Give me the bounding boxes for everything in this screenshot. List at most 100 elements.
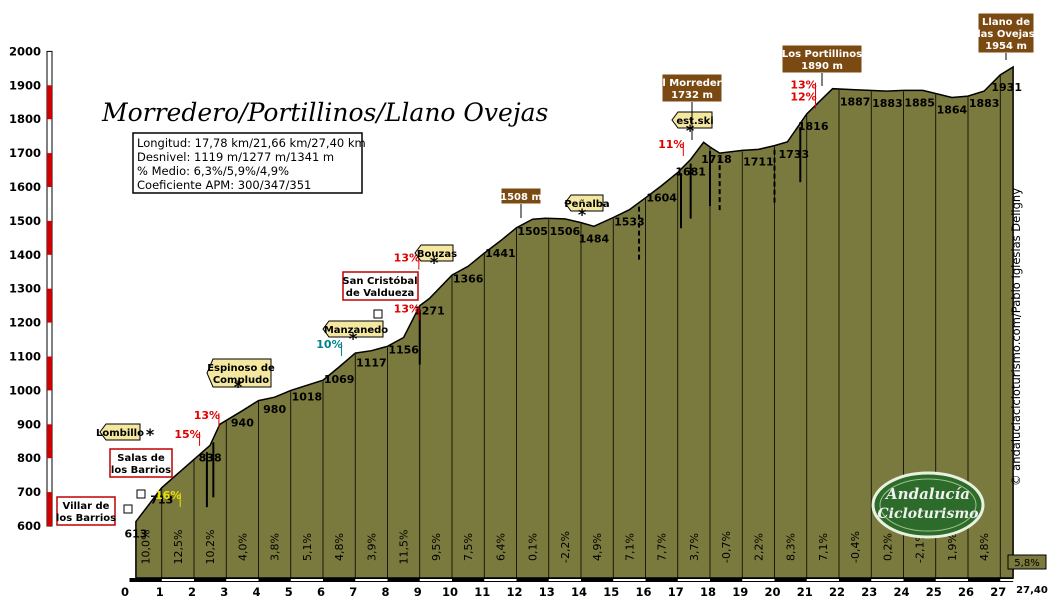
y-tick-label: 700 [17, 485, 41, 499]
x-tick-label: 8 [381, 585, 389, 599]
x-axis-band [419, 579, 452, 581]
pass-star-icon: * [430, 253, 439, 272]
y-tick-label: 1800 [9, 112, 41, 126]
x-tick-label: 27 [990, 585, 1006, 599]
altitude-label: 1117 [356, 357, 387, 370]
altitude-label: 838 [199, 451, 222, 464]
x-tick-label: 14 [571, 585, 587, 599]
ramp-labels: 16%15%13%10%13%13%11%13%12% [155, 79, 817, 507]
altitude-label: 1681 [675, 166, 706, 179]
altitude-label: 1733 [779, 148, 810, 161]
x-axis-band [1000, 579, 1033, 581]
y-tick-label: 1200 [9, 316, 41, 330]
pass-star-icon: * [234, 377, 243, 396]
logo: Andalucía Cicloturismo [871, 471, 985, 539]
altitude-label: 1931 [991, 81, 1022, 94]
logo-line-2: Cicloturismo [877, 506, 978, 522]
y-tick-label: 1100 [9, 350, 41, 364]
pass-star-icon: * [578, 205, 587, 224]
y-tick-label: 2000 [9, 44, 41, 58]
altitude-label: 940 [231, 417, 254, 430]
x-end-label: 27,40 [1016, 585, 1048, 596]
x-tick-label: 23 [861, 585, 877, 599]
y-tick-label: 1900 [9, 78, 41, 92]
segment-gradient-label: 3,7% [688, 533, 701, 561]
stats-average: % Medio: 6,3%/5,9%/4,9% [137, 164, 289, 178]
place-label: 1508 m [500, 187, 542, 218]
credit-text: © andaluciacicloturismo.com/Pablo Iglesi… [1009, 188, 1023, 486]
place-tag [322, 320, 384, 338]
place-name: Villar de [63, 501, 110, 512]
y-tick-label: 600 [17, 519, 41, 533]
x-axis-band [871, 579, 904, 581]
x-tick-label: 25 [926, 585, 942, 599]
summit-box [781, 44, 863, 74]
pass-star-icon: * [686, 121, 695, 140]
place-tag [564, 194, 604, 212]
place-name: Manzanedo [324, 325, 388, 336]
altitude-label: 1864 [937, 104, 968, 117]
altitude-label: 1156 [388, 344, 419, 357]
summit-name: Los Portillinos [782, 49, 862, 60]
x-tick-label: 6 [317, 585, 325, 599]
altitude-label: 1604 [646, 192, 677, 205]
altitude-label: 1484 [579, 232, 610, 245]
average-gradient-label: 5,8% [1014, 558, 1039, 569]
segment-gradient-label: 4,8% [978, 533, 991, 561]
x-tick-label: 22 [829, 585, 845, 599]
x-axis-band [226, 579, 259, 581]
segment-gradient-label: 2,2% [752, 533, 765, 561]
altitude-label: 1441 [485, 247, 516, 260]
place-name: Peñalba [564, 199, 609, 210]
altitude-label: 1883 [872, 97, 903, 110]
segment-gradient-label: 7,7% [656, 533, 669, 561]
y-tick-label: 1600 [9, 180, 41, 194]
pass-star-icon: * [146, 425, 155, 444]
stats-length: Longitud: 17,78 km/21,66 km/27,40 km [137, 136, 366, 150]
x-axis: 0 1 2 3 4 5 6 7 8 9 10 11 12 13 14 15 16 17 18 19 20 21 22 23 24… [121, 578, 1048, 599]
y-tick-label: 900 [17, 417, 41, 431]
place-name: Espinoso de [207, 363, 275, 374]
place-box [56, 496, 116, 526]
segment-gradient-label: 1,9% [946, 533, 959, 561]
summit-box [977, 12, 1035, 54]
segment-gradient-label: 10,0% [140, 530, 153, 565]
ramp-percent-label: 10% [316, 338, 342, 351]
logo-line-1: Andalucía [884, 485, 970, 503]
segment-gradient-label: 3,9% [365, 533, 378, 561]
house-icon [136, 489, 146, 499]
x-axis-band [742, 579, 775, 581]
place-label: Bouzas* [414, 244, 457, 272]
y-axis: 600 700 800 900 1000 1100 1200 1300 1400 1500 1600… [9, 44, 53, 533]
x-axis-band [290, 579, 323, 581]
x-axis-band [613, 579, 646, 581]
segment-gradient-labels: 10,0% 12,5% 10,2% 4,0% 3,8% 5,1% 4,8% 3,9% 11,5%… [140, 530, 992, 565]
y-tick-label: 1400 [9, 248, 41, 262]
segment-gradient-label: 12,5% [172, 530, 185, 565]
x-tick-label: 10 [442, 585, 458, 599]
altitude-label: 980 [263, 403, 286, 416]
place-box [109, 448, 173, 478]
ramp-percent-label: 13% [394, 252, 420, 265]
x-tick-label: 24 [893, 585, 909, 599]
segment-gradient-label: 7,1% [817, 533, 830, 561]
y-axis-band [47, 220, 52, 255]
segment-gradient-label: 9,5% [430, 533, 443, 561]
stats-coefficient: Coeficiente APM: 300/347/351 [137, 178, 311, 192]
segment-gradient-label: 11,5% [398, 530, 411, 565]
stats-climb: Desnivel: 1119 m/1277 m/1341 m [137, 150, 334, 164]
place-name: San Cristóbal [342, 275, 417, 287]
segment-gradient-label: 4,0% [236, 533, 249, 561]
altitude-label: 1505 [517, 225, 548, 238]
x-axis-band [355, 579, 388, 581]
place-box [342, 271, 419, 301]
altitude-label: 1887 [840, 96, 871, 109]
x-tick-label: 20 [764, 585, 780, 599]
segment-gradient-label: 4,8% [333, 533, 346, 561]
x-axis-band [161, 579, 194, 581]
